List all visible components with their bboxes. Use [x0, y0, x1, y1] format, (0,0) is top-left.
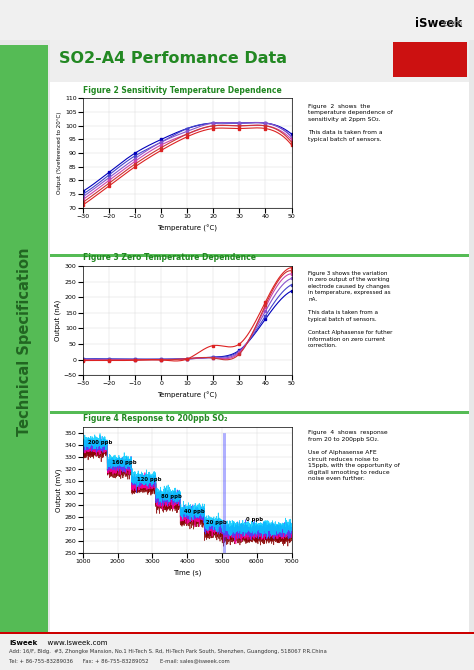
Text: 0 ppb: 0 ppb [246, 517, 264, 522]
FancyBboxPatch shape [50, 411, 469, 414]
FancyBboxPatch shape [0, 632, 474, 634]
FancyBboxPatch shape [50, 254, 469, 257]
FancyBboxPatch shape [0, 0, 474, 40]
Text: 120 ppb: 120 ppb [137, 477, 161, 482]
FancyBboxPatch shape [0, 45, 48, 633]
Text: .com: .com [423, 19, 462, 28]
Y-axis label: Output (%referenced to 20°C): Output (%referenced to 20°C) [57, 112, 62, 194]
Text: Tel: + 86-755-83289036      Fax: + 86-755-83289052       E-mail: sales@isweek.co: Tel: + 86-755-83289036 Fax: + 86-755-832… [9, 658, 230, 663]
Text: 40 ppb: 40 ppb [184, 509, 204, 515]
Y-axis label: Output (nA): Output (nA) [55, 300, 61, 341]
Text: 200 ppb: 200 ppb [88, 440, 112, 445]
Text: SO2-A4 Perfomance Data: SO2-A4 Perfomance Data [59, 52, 287, 66]
FancyBboxPatch shape [50, 45, 469, 633]
Text: Figure 4 Response to 200ppb SO₂: Figure 4 Response to 200ppb SO₂ [83, 415, 228, 423]
Y-axis label: Output (mV): Output (mV) [55, 468, 62, 511]
Text: 160 ppb: 160 ppb [112, 460, 137, 465]
FancyBboxPatch shape [50, 36, 469, 82]
Text: Figure 2 Sensitivity Temperature Dependence: Figure 2 Sensitivity Temperature Depende… [83, 86, 282, 95]
X-axis label: Time (s): Time (s) [173, 570, 201, 576]
X-axis label: Temperature (°C): Temperature (°C) [157, 392, 217, 399]
FancyBboxPatch shape [0, 633, 474, 670]
Text: iSweek: iSweek [415, 17, 462, 30]
Text: www.isweek.com: www.isweek.com [43, 641, 107, 646]
Text: Figure  4  shows  response
from 20 to 200ppb SO₂.

Use of Alphasense AFE
circuit: Figure 4 shows response from 20 to 200pp… [308, 430, 400, 481]
Text: Figure 3 shows the variation
in zero output of the working
electrode caused by c: Figure 3 shows the variation in zero out… [308, 271, 392, 348]
Text: Technical Specification: Technical Specification [17, 247, 32, 436]
FancyBboxPatch shape [393, 42, 467, 77]
Text: 80 ppb: 80 ppb [161, 494, 182, 499]
Text: Add: 16/F, Bldg.  #3, Zhongke Mansion, No.1 Hi-Tech S. Rd, Hi-Tech Park South, S: Add: 16/F, Bldg. #3, Zhongke Mansion, No… [9, 649, 327, 655]
X-axis label: Temperature (°C): Temperature (°C) [157, 224, 217, 232]
Text: Figure  2  shows  the
temperature dependence of
sensitivity at 2ppm SO₂.

This d: Figure 2 shows the temperature dependenc… [308, 104, 393, 142]
Text: 20 ppb: 20 ppb [206, 521, 227, 525]
Text: iSweek: iSweek [9, 641, 38, 646]
Text: Figure 3 Zero Temperature Dependence: Figure 3 Zero Temperature Dependence [83, 253, 256, 262]
